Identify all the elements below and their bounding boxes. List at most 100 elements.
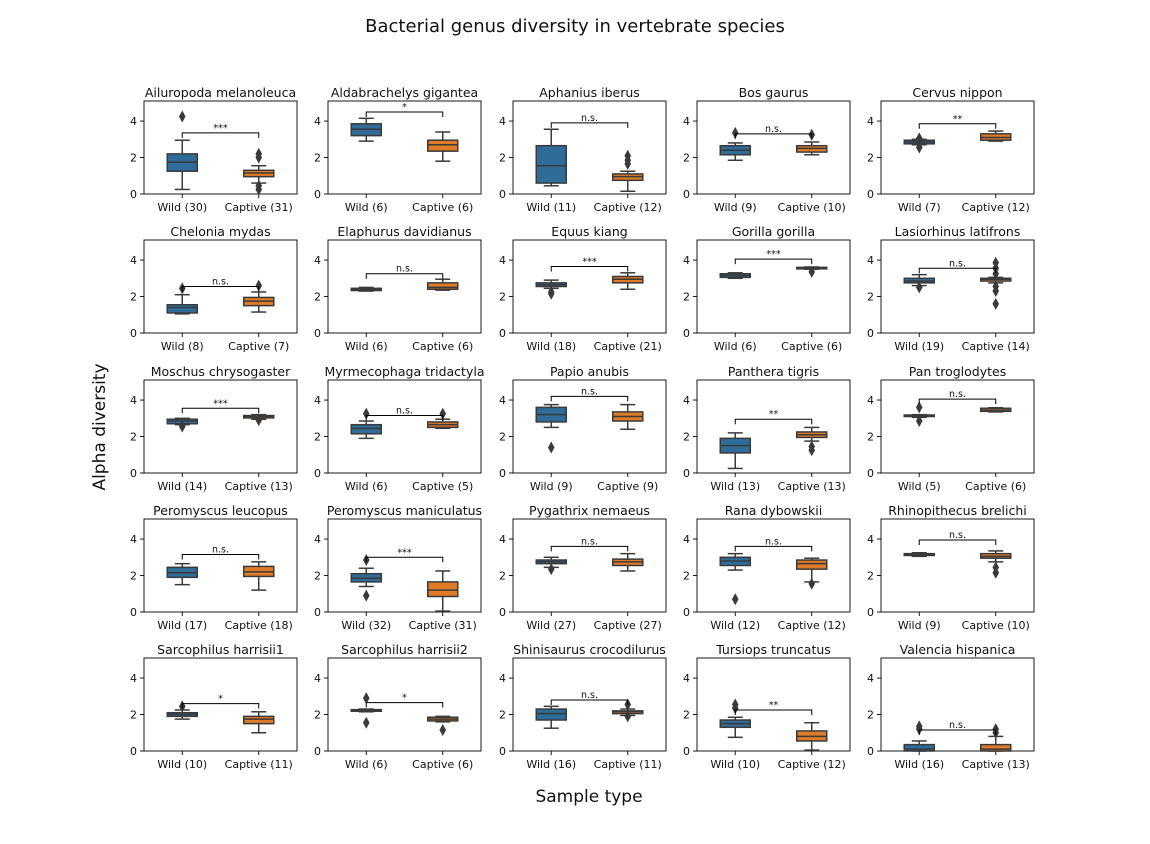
figure-title: Bacterial genus diversity in vertebrate … (365, 16, 785, 37)
x-tick-label: Wild (32) (341, 619, 391, 632)
subplot: Sarcophilus harrisii2 0 2 4 Wild (6) Captive … (314, 642, 482, 771)
outlier-point (992, 285, 1000, 298)
y-tick-label: 0 (867, 327, 874, 340)
y-axis-label: Alpha diversity (90, 363, 110, 490)
subplot-title: Aphanius iberus (539, 85, 640, 100)
x-tick-label: Wild (16) (526, 758, 576, 771)
outlier-point (992, 297, 1000, 310)
subplot-title: Chelonia mydas (170, 224, 270, 239)
significance-bracket (734, 258, 813, 265)
significance-label: n.s. (396, 264, 413, 275)
significance-bracket (181, 703, 260, 709)
box-captive (796, 559, 828, 570)
x-tick-label: Captive (6) (965, 480, 1026, 493)
y-tick-label: 2 (683, 570, 690, 583)
subplot: Aphanius iberus 0 2 4 Wild (11) Captive (12) n… (499, 85, 667, 214)
subplot: Gorilla gorilla 0 2 4 Wild (6) Captive (6) *** (683, 224, 851, 353)
subplot-title: Rhinopithecus brelichi (888, 503, 1027, 518)
significance-label: n.s. (949, 720, 966, 731)
significance-bracket (734, 133, 813, 139)
x-tick-label: Captive (10) (962, 619, 1030, 632)
y-tick-label: 4 (499, 394, 506, 407)
y-tick-label: 0 (683, 606, 690, 619)
y-tick-label: 4 (499, 533, 506, 546)
y-tick-label: 2 (314, 709, 321, 722)
x-tick-label: Wild (8) (161, 340, 204, 353)
subplot: Myrmecophaga tridactyla 0 2 4 Wild (6) Captiv… (314, 364, 485, 493)
y-tick-label: 4 (683, 394, 690, 407)
subplot: Chelonia mydas 0 2 4 Wild (8) Captive (7) n.s. (130, 224, 298, 353)
subplot: Pan troglodytes 0 2 4 Wild (5) Captive (6) n.s… (867, 364, 1035, 493)
outlier-point (255, 279, 263, 292)
box-captive (243, 715, 275, 725)
x-tick-label: Wild (5) (898, 480, 941, 493)
box-captive (980, 743, 1012, 752)
significance-bracket (734, 418, 813, 425)
subplot-title: Peromyscus leucopus (153, 503, 288, 518)
y-tick-label: 4 (867, 394, 874, 407)
significance-label: *** (766, 249, 781, 260)
significance-bracket (918, 539, 997, 545)
significance-label: ** (953, 114, 963, 125)
subplot-title: Myrmecophaga tridactyla (325, 364, 485, 379)
y-tick-label: 4 (314, 672, 321, 685)
significance-label: n.s. (949, 530, 966, 541)
y-tick-label: 4 (499, 115, 506, 128)
outlier-point (255, 183, 263, 196)
x-tick-label: Wild (16) (894, 758, 944, 771)
y-tick-label: 0 (867, 745, 874, 758)
y-tick-label: 4 (314, 115, 321, 128)
axes-frame (696, 379, 851, 474)
y-tick-label: 0 (499, 467, 506, 480)
outlier-point (808, 444, 816, 457)
significance-bracket (181, 286, 260, 292)
outlier-point (808, 577, 816, 590)
axes-frame (696, 657, 851, 752)
x-tick-label: Captive (12) (962, 201, 1030, 214)
outlier-point (731, 126, 739, 139)
y-tick-label: 4 (314, 533, 321, 546)
subplot: Shinisaurus crocodilurus 0 2 4 Wild (16) Capt… (499, 642, 667, 771)
significance-label: *** (213, 123, 228, 134)
y-tick-label: 0 (867, 467, 874, 480)
axes-frame (696, 239, 851, 334)
subplot: Peromyscus maniculatus 0 2 4 Wild (32) Captiv… (314, 503, 482, 632)
y-tick-label: 0 (314, 467, 321, 480)
subplot: Aldabrachelys gigantea 0 2 4 Wild (6) Captive… (314, 85, 482, 214)
y-tick-label: 2 (499, 709, 506, 722)
x-tick-label: Wild (9) (898, 619, 941, 632)
axes-frame (880, 239, 1035, 334)
y-tick-label: 4 (867, 533, 874, 546)
outlier-point (547, 441, 555, 454)
outlier-point (439, 407, 447, 420)
subplot-title: Tursiops truncatus (715, 642, 831, 657)
x-tick-label: Wild (14) (157, 480, 207, 493)
subplot-title: Sarcophilus harrisii2 (341, 642, 468, 657)
subplot-title: Valencia hispanica (900, 642, 1016, 657)
subplot: Moschus chrysogaster 0 2 4 Wild (14) Captive … (130, 364, 298, 493)
y-tick-label: 0 (130, 745, 137, 758)
x-tick-label: Captive (6) (412, 758, 473, 771)
axes-frame (880, 379, 1035, 474)
y-tick-label: 4 (867, 254, 874, 267)
x-tick-label: Captive (13) (962, 758, 1030, 771)
significance-label: n.s. (949, 389, 966, 400)
significance-label: * (218, 694, 223, 705)
subplot: Cervus nippon 0 2 4 Wild (7) Captive (12) ** (867, 85, 1035, 214)
outlier-point (915, 723, 923, 736)
significance-bracket (734, 709, 813, 715)
y-tick-label: 2 (683, 709, 690, 722)
subplot-title: Panthera tigris (728, 364, 819, 379)
x-tick-label: Wild (27) (526, 619, 576, 632)
subplot: Papio anubis 0 2 4 Wild (9) Captive (9) n.s. (499, 364, 667, 493)
y-tick-label: 4 (499, 672, 506, 685)
significance-bracket (550, 699, 629, 705)
y-tick-label: 2 (499, 152, 506, 165)
subplot: Panthera tigris 0 2 4 Wild (13) Captive (13) *… (683, 364, 851, 493)
box-wild (535, 708, 567, 721)
axes-frame (880, 657, 1035, 752)
y-tick-label: 4 (314, 394, 321, 407)
x-tick-label: Wild (9) (530, 480, 573, 493)
significance-label: n.s. (212, 545, 229, 556)
